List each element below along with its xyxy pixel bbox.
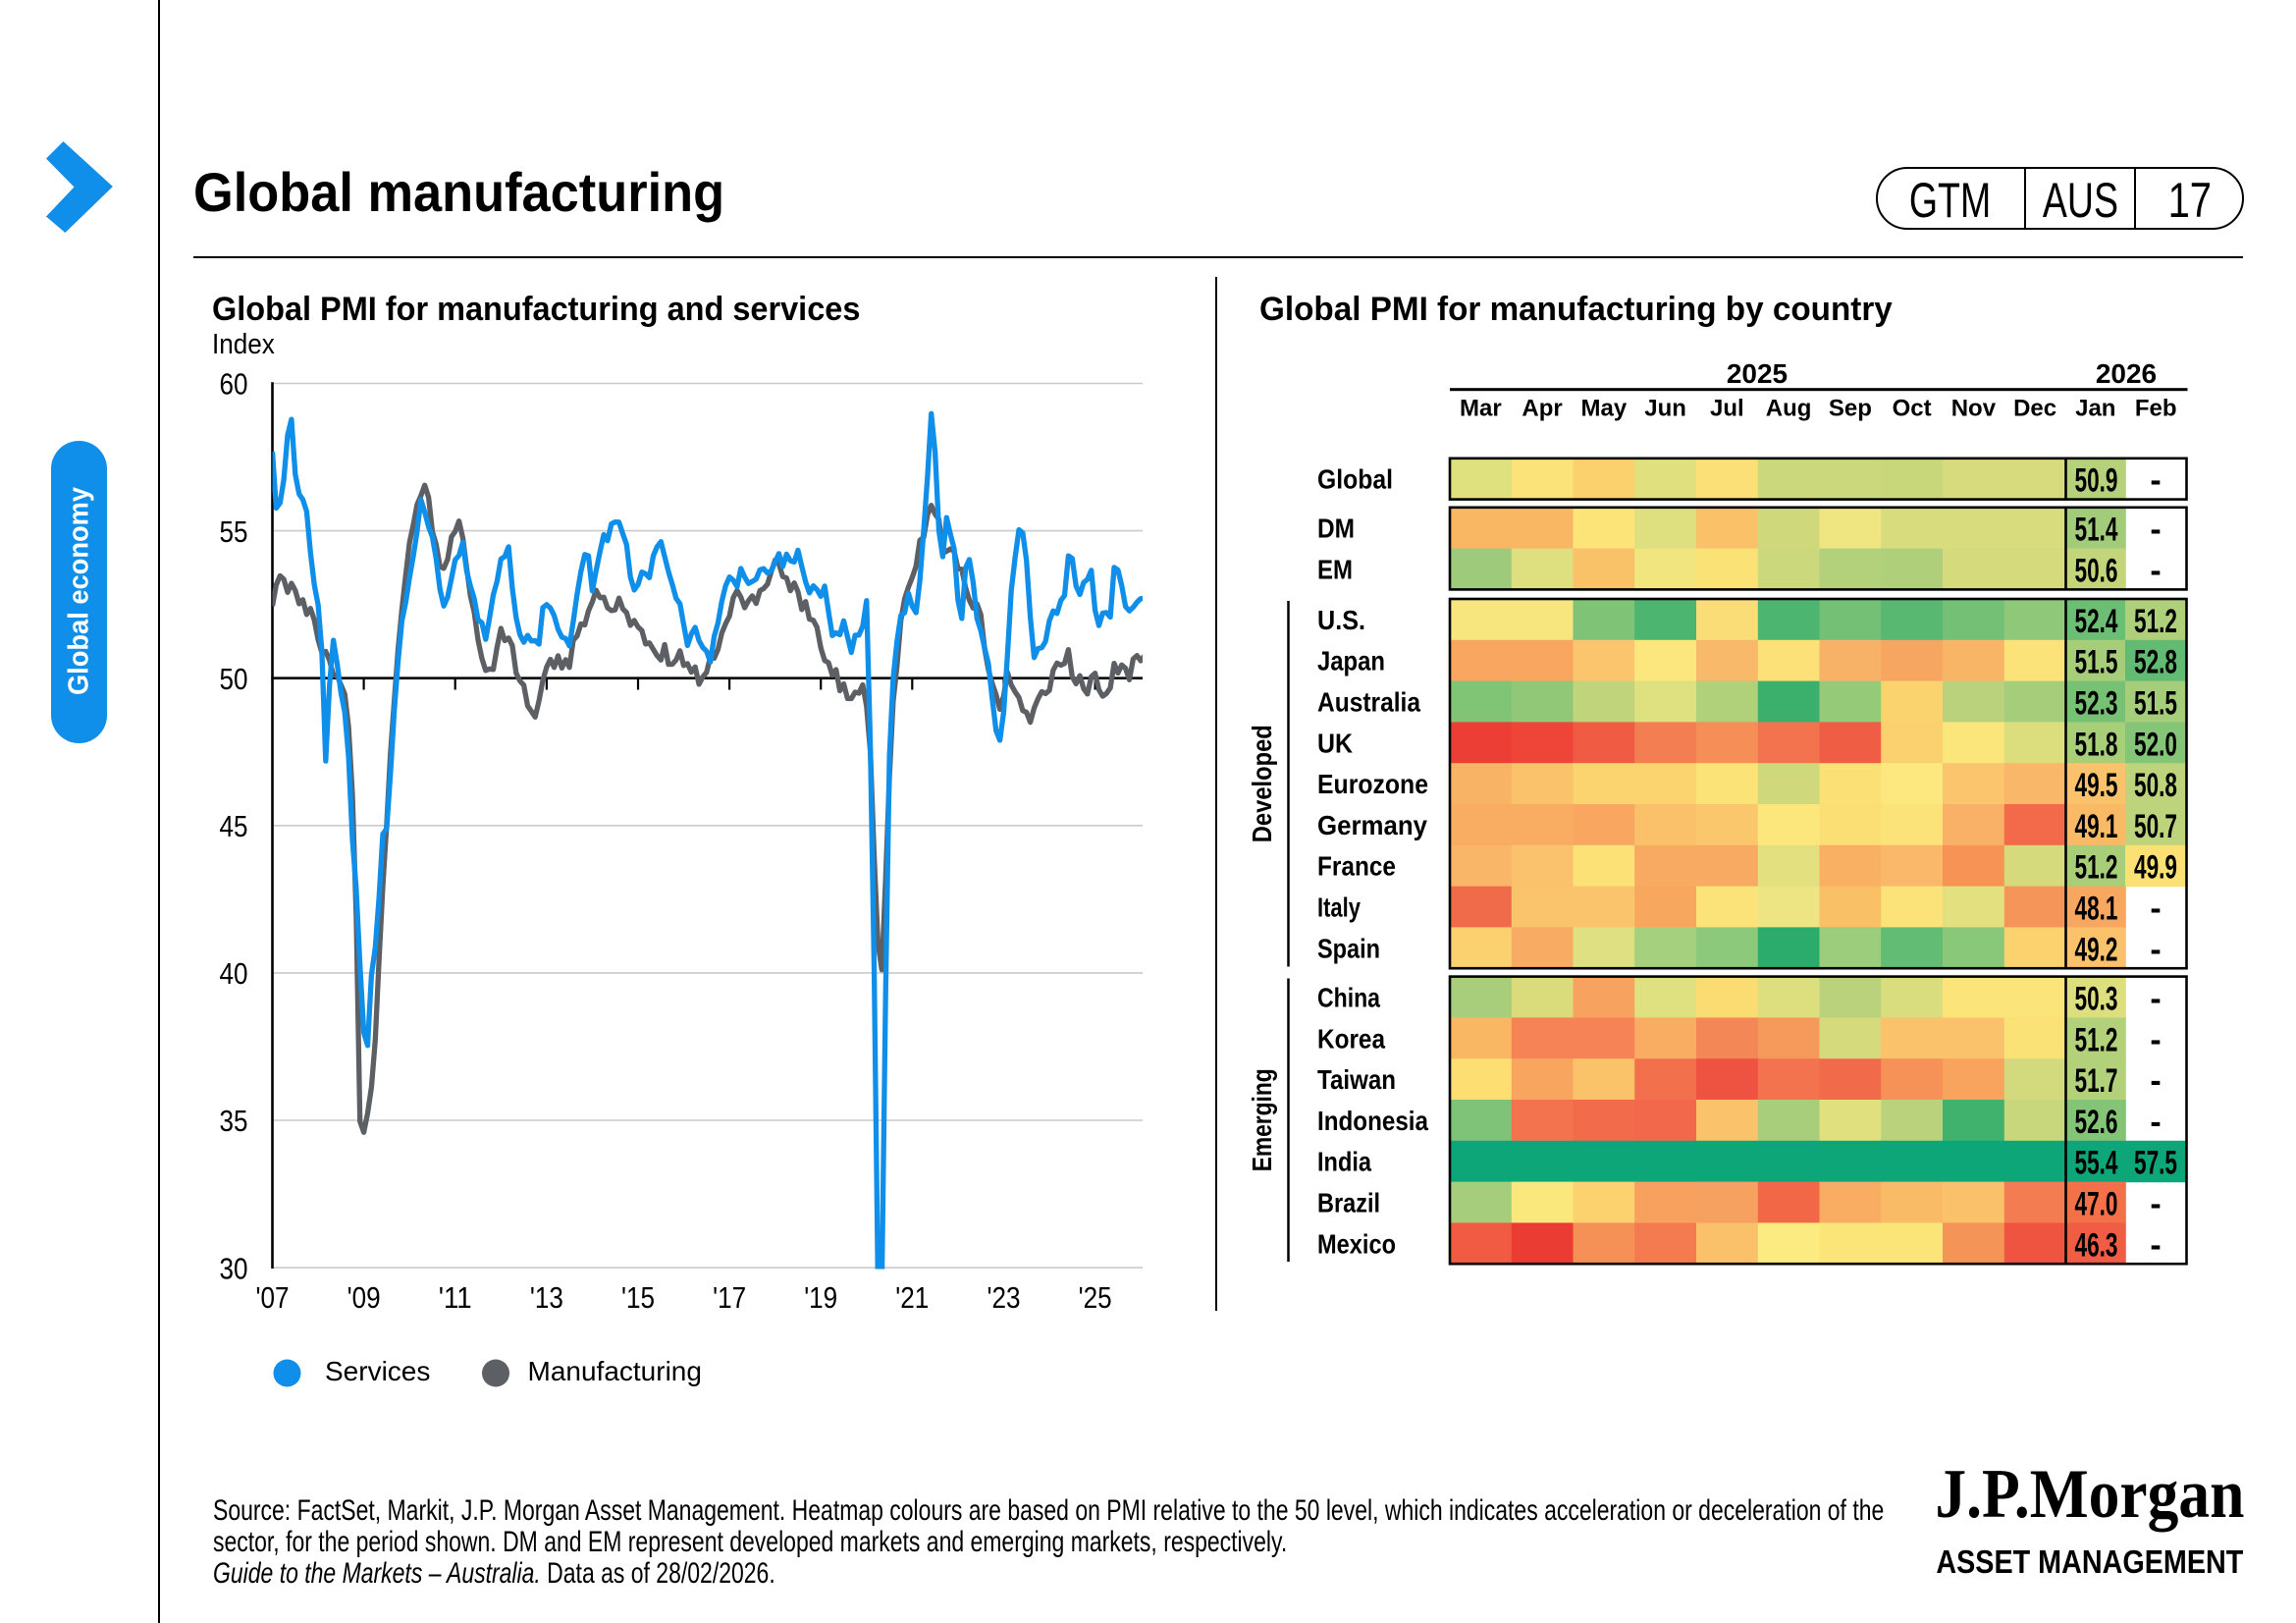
svg-text:Emerging: Emerging	[1247, 1068, 1277, 1171]
svg-text:'25: '25	[1079, 1280, 1112, 1315]
svg-text:40: 40	[220, 956, 248, 991]
svg-text:China: China	[1317, 983, 1380, 1013]
svg-text:-: -	[2150, 1186, 2161, 1223]
svg-text:52.4: 52.4	[2075, 603, 2118, 640]
svg-text:-: -	[2150, 1104, 2161, 1141]
svg-text:50.8: 50.8	[2134, 767, 2177, 804]
svg-text:51.2: 51.2	[2075, 1021, 2118, 1058]
svg-text:Oct: Oct	[1893, 396, 1932, 422]
svg-text:India: India	[1317, 1147, 1371, 1177]
svg-text:Aug: Aug	[1766, 396, 1812, 422]
svg-text:-: -	[2150, 891, 2161, 928]
svg-text:Nov: Nov	[1951, 396, 1997, 422]
svg-text:EM: EM	[1317, 555, 1353, 585]
svg-text:-: -	[2150, 1021, 2161, 1058]
svg-text:-: -	[2150, 1226, 2161, 1264]
svg-text:Apr: Apr	[1522, 396, 1562, 422]
svg-text:2026: 2026	[2096, 358, 2157, 389]
svg-text:52.0: 52.0	[2134, 726, 2177, 763]
svg-text:Taiwan: Taiwan	[1317, 1064, 1396, 1095]
svg-text:55: 55	[220, 514, 248, 549]
svg-text:45: 45	[220, 809, 248, 843]
svg-text:'15: '15	[621, 1280, 655, 1315]
svg-text:U.S.: U.S.	[1317, 605, 1365, 635]
svg-text:Sep: Sep	[1829, 396, 1872, 422]
svg-text:48.1: 48.1	[2075, 891, 2118, 928]
svg-text:Services: Services	[325, 1356, 430, 1386]
svg-text:'11: '11	[439, 1280, 472, 1315]
svg-text:Manufacturing: Manufacturing	[528, 1356, 702, 1386]
svg-text:-: -	[2150, 981, 2161, 1018]
svg-text:'21: '21	[895, 1280, 929, 1315]
svg-text:Feb: Feb	[2135, 396, 2177, 422]
svg-text:Italy: Italy	[1317, 893, 1361, 923]
svg-text:Dec: Dec	[2013, 396, 2056, 422]
svg-text:May: May	[1581, 396, 1628, 422]
svg-text:Korea: Korea	[1317, 1023, 1385, 1054]
svg-text:52.3: 52.3	[2075, 685, 2118, 723]
svg-text:Eurozone: Eurozone	[1317, 769, 1428, 799]
svg-text:57.5: 57.5	[2134, 1145, 2177, 1182]
svg-text:52.8: 52.8	[2134, 644, 2177, 681]
svg-text:50.6: 50.6	[2075, 553, 2118, 590]
svg-text:Germany: Germany	[1317, 810, 1427, 840]
svg-text:49.9: 49.9	[2134, 849, 2177, 887]
svg-text:France: France	[1317, 851, 1396, 882]
svg-text:Indonesia: Indonesia	[1317, 1106, 1428, 1136]
svg-text:46.3: 46.3	[2075, 1226, 2118, 1264]
svg-text:-: -	[2150, 462, 2161, 500]
svg-text:Jan: Jan	[2075, 396, 2115, 422]
svg-text:51.8: 51.8	[2075, 726, 2118, 763]
svg-text:49.5: 49.5	[2075, 767, 2118, 804]
svg-text:47.0: 47.0	[2075, 1186, 2118, 1223]
svg-text:Global: Global	[1317, 464, 1393, 495]
svg-text:Australia: Australia	[1317, 687, 1420, 718]
svg-text:51.4: 51.4	[2075, 512, 2118, 549]
svg-text:Jun: Jun	[1644, 396, 1686, 422]
svg-text:Mexico: Mexico	[1317, 1228, 1396, 1259]
svg-text:-: -	[2150, 553, 2161, 590]
svg-text:-: -	[2150, 931, 2161, 968]
svg-text:50.9: 50.9	[2075, 462, 2118, 500]
svg-text:Mar: Mar	[1460, 396, 1502, 422]
svg-text:51.5: 51.5	[2134, 685, 2177, 723]
svg-text:51.2: 51.2	[2075, 849, 2118, 887]
svg-text:52.6: 52.6	[2075, 1104, 2118, 1141]
svg-text:UK: UK	[1317, 728, 1353, 758]
svg-text:'23: '23	[988, 1280, 1021, 1315]
svg-text:35: 35	[220, 1104, 248, 1138]
svg-text:60: 60	[220, 367, 248, 402]
svg-text:49.1: 49.1	[2075, 808, 2118, 845]
svg-text:-: -	[2150, 512, 2161, 549]
svg-text:50: 50	[220, 662, 248, 696]
svg-text:'19: '19	[804, 1280, 837, 1315]
svg-text:55.4: 55.4	[2075, 1145, 2118, 1182]
svg-text:'17: '17	[713, 1280, 746, 1315]
svg-text:2025: 2025	[1727, 358, 1788, 389]
svg-text:'07: '07	[256, 1280, 290, 1315]
svg-text:49.2: 49.2	[2075, 931, 2118, 968]
svg-text:Developed: Developed	[1247, 725, 1277, 842]
svg-text:'09: '09	[347, 1280, 381, 1315]
svg-text:30: 30	[220, 1251, 248, 1285]
svg-text:-: -	[2150, 1062, 2161, 1100]
svg-text:51.5: 51.5	[2075, 644, 2118, 681]
svg-text:Japan: Japan	[1317, 646, 1385, 676]
svg-text:50.7: 50.7	[2134, 808, 2177, 845]
svg-text:'13: '13	[530, 1280, 563, 1315]
svg-text:Brazil: Brazil	[1317, 1188, 1380, 1218]
svg-text:51.7: 51.7	[2075, 1062, 2118, 1100]
svg-text:DM: DM	[1317, 514, 1355, 544]
svg-text:Spain: Spain	[1317, 933, 1380, 963]
svg-text:50.3: 50.3	[2075, 981, 2118, 1018]
svg-text:Jul: Jul	[1710, 396, 1744, 422]
svg-text:51.2: 51.2	[2134, 603, 2177, 640]
